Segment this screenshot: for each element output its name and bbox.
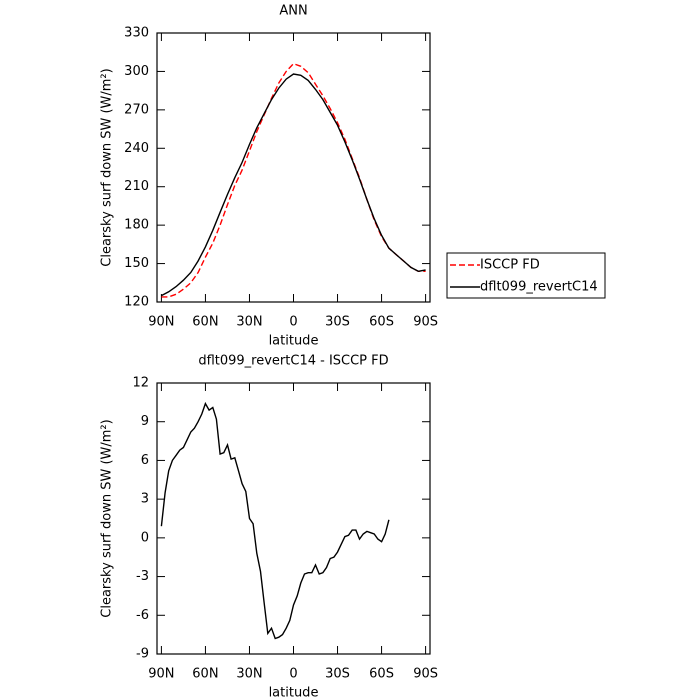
y-tick-label: 270 xyxy=(124,102,149,117)
x-tick-label: 0 xyxy=(289,315,297,330)
x-tick-label: 30S xyxy=(325,667,350,682)
y-tick-label: -9 xyxy=(136,647,149,662)
y-tick-label: -6 xyxy=(136,608,149,623)
x-tick-label: 0 xyxy=(289,667,297,682)
x-tick-label: 60S xyxy=(369,667,394,682)
y-tick-label: 180 xyxy=(124,218,149,233)
y-tick-label: 6 xyxy=(141,453,149,468)
x-tick-label: 30S xyxy=(325,315,350,330)
y-tick-label: 120 xyxy=(124,295,149,310)
y-axis-label: Clearsky surf down SW (W/m²) xyxy=(100,419,115,617)
y-tick-label: 150 xyxy=(124,256,149,271)
x-tick-label: 60S xyxy=(369,315,394,330)
y-tick-label: 300 xyxy=(124,64,149,79)
legend-label: dflt099_revertC14 xyxy=(480,280,598,295)
y-tick-label: -3 xyxy=(136,569,149,584)
x-tick-label: 90S xyxy=(413,315,438,330)
x-tick-label: 60N xyxy=(192,315,218,330)
x-tick-label: 30N xyxy=(236,315,262,330)
y-tick-label: 3 xyxy=(141,492,149,507)
data-line xyxy=(160,401,390,640)
y-tick-label: 240 xyxy=(124,141,149,156)
legend-box xyxy=(446,252,606,299)
y-tick-label: 9 xyxy=(141,414,149,429)
legend-label: ISCCP FD xyxy=(480,258,540,273)
x-tick-label: 90N xyxy=(148,667,174,682)
y-tick-label: 330 xyxy=(124,26,149,41)
plot-frame xyxy=(156,382,431,655)
y-tick-label: 12 xyxy=(132,376,149,391)
chart-title: dflt099_revertC14 - ISCCP FD xyxy=(198,354,388,369)
plot-frame xyxy=(156,32,431,303)
x-tick-label: 90S xyxy=(413,667,438,682)
y-tick-label: 0 xyxy=(141,530,149,545)
data-line xyxy=(161,73,426,297)
legend: ISCCP FD dflt099_revertC14 xyxy=(446,252,606,299)
data-line xyxy=(161,62,426,298)
x-tick-label: 90N xyxy=(148,315,174,330)
y-tick-label: 210 xyxy=(124,179,149,194)
x-tick-label: 60N xyxy=(192,667,218,682)
x-axis-label: latitude xyxy=(269,334,319,349)
x-axis-label: latitude xyxy=(269,686,319,700)
y-axis-label: Clearsky surf down SW (W/m²) xyxy=(100,68,115,266)
chart-title: ANN xyxy=(279,4,307,19)
x-tick-label: 30N xyxy=(236,667,262,682)
